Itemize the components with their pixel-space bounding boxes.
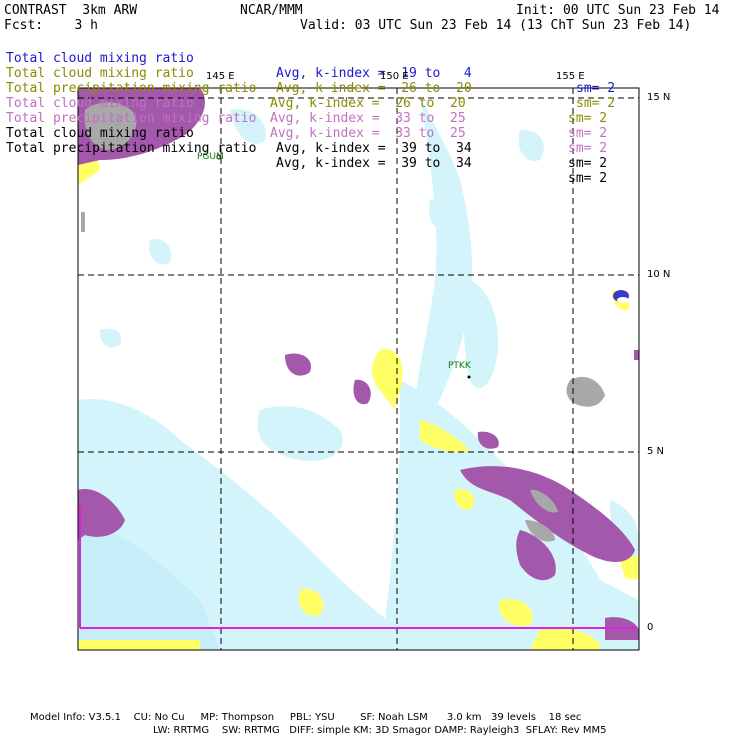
legend-index-range: Avg, k-index = 33 to 25 — [270, 111, 466, 126]
institution-label: NCAR/MMM — [240, 3, 303, 18]
station-marker-pgum — [216, 154, 222, 160]
lon-label-150e: 150 E — [380, 71, 409, 82]
legend-row: Total cloud mixing ratio Avg, k-index = … — [6, 36, 615, 111]
forecast-hour: Fcst: 3 h — [4, 18, 98, 33]
station-label-ptkk: PTKK — [448, 361, 471, 371]
blue-cloud-feature — [613, 290, 629, 303]
legend-field-name: Total precipitation mixing ratio — [6, 81, 257, 96]
legend-field-name: Total cloud mixing ratio — [6, 66, 194, 81]
legend-smoothing: sm= 2 — [568, 171, 608, 186]
legend-field-name: Total cloud mixing ratio — [6, 51, 194, 66]
legend-index-range: Avg, k-index = 33 to 25 — [270, 126, 466, 141]
legend-row: Total precipitation mixing ratio Avg, k-… — [6, 126, 607, 201]
legend-smoothing: sm= 2 — [568, 111, 608, 126]
init-time: Init: 00 UTC Sun 23 Feb 14 — [516, 3, 720, 18]
model-title: CONTRAST 3km ARW — [4, 3, 138, 18]
model-info-line-1: Model Info: V3.5.1 CU: No Cu MP: Thompso… — [30, 712, 582, 723]
lon-label-145e: 145 E — [206, 71, 235, 82]
station-markers — [216, 154, 471, 379]
legend-smoothing: sm= 2 — [568, 141, 608, 156]
legend-row: Total precipitation mixing ratio Avg, k-… — [6, 66, 607, 141]
map-frame — [77, 87, 640, 651]
model-info-line-2: LW: RRTMG SW: RRTMG DIFF: simple KM: 3D … — [153, 725, 607, 736]
station-marker-ptkk — [467, 375, 471, 379]
legend-index-range: Avg, k-index = 39 to 34 — [276, 156, 472, 171]
legend-row: Total cloud mixing ratio Avg, k-index = … — [6, 51, 615, 126]
legend-index-range: Avg, k-index = 39 to 34 — [276, 141, 472, 156]
valid-time: Valid: 03 UTC Sun 23 Feb 14 (13 ChT Sun … — [300, 18, 692, 33]
legend-row: Total cloud mixing ratio Avg, k-index = … — [6, 81, 607, 156]
legend-field-name: Total cloud mixing ratio — [6, 126, 194, 141]
magenta-boundary — [79, 505, 636, 629]
lat-label-0: 0 — [647, 622, 654, 633]
legend-index-range: Avg, k-index = 19 to 4 — [276, 66, 472, 81]
lat-label-15n: 15 N — [647, 92, 671, 103]
legend-row: Total precipitation mixing ratio Avg, k-… — [6, 96, 607, 171]
legend-smoothing: sm= 2 — [576, 81, 616, 96]
legend-index-range: Avg, k-index = 26 to 20 — [276, 81, 472, 96]
legend-index-range: Avg, k-index = 26 to 20 — [270, 96, 466, 111]
lon-label-155e: 155 E — [556, 71, 585, 82]
yellow-precip-field — [78, 150, 639, 650]
legend-field-name: Total precipitation mixing ratio — [6, 111, 257, 126]
lat-label-10n: 10 N — [647, 269, 671, 280]
legend-field-name: Total precipitation mixing ratio — [6, 141, 257, 156]
legend-row: Total cloud mixing ratio Avg, k-index = … — [6, 111, 607, 186]
legend-smoothing: sm= 2 — [576, 96, 616, 111]
lat-label-5n: 5 N — [647, 446, 665, 457]
legend-smoothing: sm= 2 — [568, 126, 608, 141]
legend-smoothing: sm= 2 — [568, 156, 608, 171]
gray-cloud-field — [81, 102, 605, 542]
graticule — [78, 88, 639, 650]
station-label-pgum: PGUM — [197, 152, 224, 162]
legend-field-name: Total cloud mixing ratio — [6, 96, 194, 111]
field-layer — [78, 88, 639, 650]
